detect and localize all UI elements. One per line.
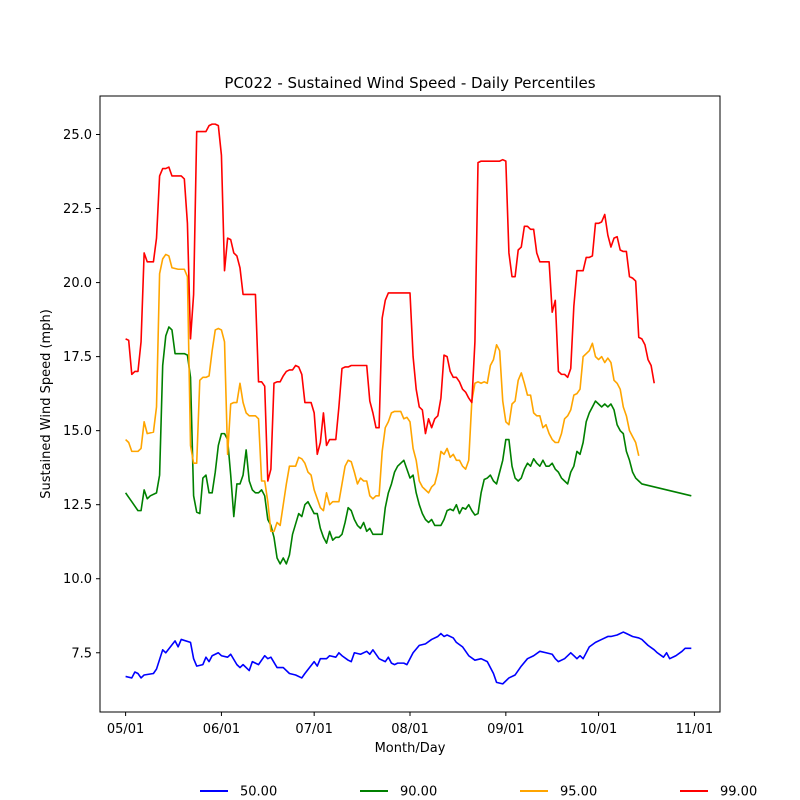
- y-tick-label: 20.0: [63, 276, 92, 291]
- y-tick-label: 15.0: [63, 424, 92, 439]
- x-tick-label: 07/01: [295, 722, 332, 737]
- legend-item: 90.00: [360, 785, 437, 800]
- x-axis-label: Month/Day: [375, 741, 446, 756]
- series-line-95-00: [125, 253, 640, 533]
- legend-label: 50.00: [240, 785, 277, 800]
- series-line-99-00: [125, 123, 656, 482]
- legend-item: 50.00: [200, 785, 277, 800]
- legend: 50.00 90.00 95.00 99.00: [200, 785, 757, 800]
- series-line-50-00: [125, 631, 692, 685]
- chart-title: PC022 - Sustained Wind Speed - Daily Per…: [224, 74, 595, 92]
- y-tick-label: 12.5: [63, 498, 92, 513]
- legend-label: 90.00: [400, 785, 437, 800]
- y-axis: 7.5 10.0 12.5 15.0 17.5 20.0 22.5 25.0: [63, 128, 100, 661]
- legend-label: 95.00: [560, 785, 597, 800]
- x-tick-label: 09/01: [487, 722, 524, 737]
- x-tick-label: 06/01: [203, 722, 240, 737]
- legend-label: 99.00: [720, 785, 757, 800]
- series-line-90-00: [124, 326, 692, 565]
- y-tick-label: 7.5: [71, 646, 92, 661]
- legend-item: 95.00: [520, 785, 597, 800]
- x-tick-label: 05/01: [107, 722, 144, 737]
- y-tick-label: 17.5: [63, 350, 92, 365]
- y-tick-label: 22.5: [63, 202, 92, 217]
- y-tick-label: 10.0: [63, 572, 92, 587]
- legend-item: 99.00: [680, 785, 757, 800]
- x-tick-label: 11/01: [676, 722, 713, 737]
- plot-frame: [99, 95, 721, 713]
- x-tick-label: 08/01: [391, 722, 428, 737]
- x-axis: 05/01 06/01 07/01 08/01 09/01 10/01 11/01: [107, 712, 713, 737]
- y-tick-label: 25.0: [63, 128, 92, 143]
- y-axis-label: Sustained Wind Speed (mph): [39, 309, 54, 499]
- plot-area: [99, 95, 721, 713]
- x-tick-label: 10/01: [580, 722, 617, 737]
